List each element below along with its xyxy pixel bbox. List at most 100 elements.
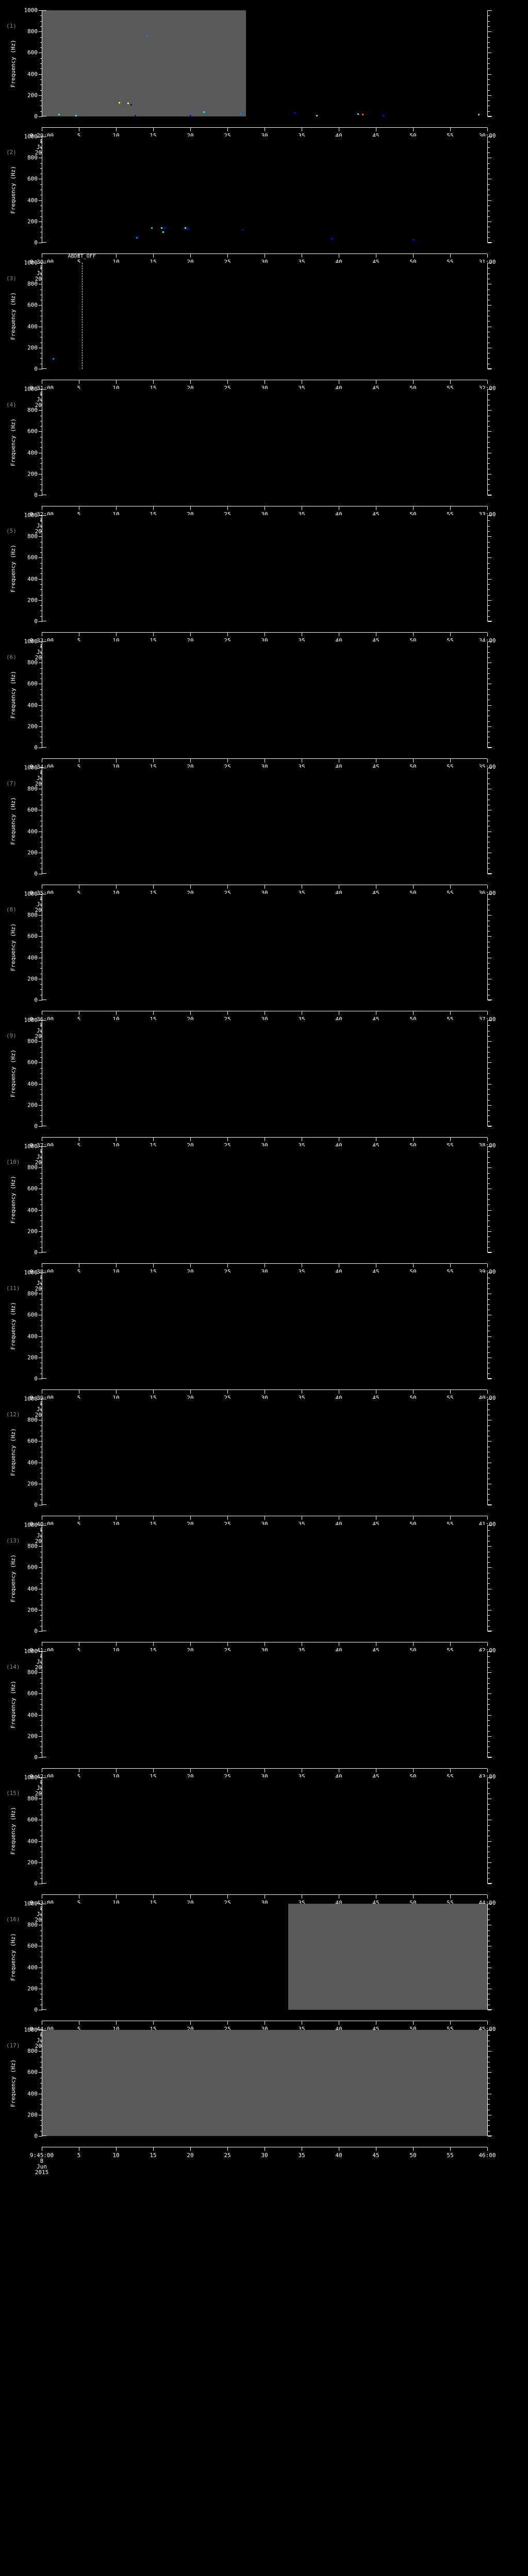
y-tick-right	[488, 1094, 490, 1095]
y-tick-right	[488, 547, 490, 548]
data-point	[316, 114, 318, 116]
y-tick-right	[488, 1073, 490, 1074]
y-tick-right	[488, 1352, 490, 1353]
y-tick-right	[488, 1215, 490, 1216]
y-tick-right	[488, 1057, 490, 1058]
y-axis-right	[487, 768, 492, 874]
y-tick	[40, 63, 42, 64]
y-tick-label: 0	[34, 1754, 38, 1761]
y-axis-right	[487, 1399, 492, 1505]
y-tick	[39, 31, 42, 32]
y-tick	[40, 1578, 42, 1579]
panel-number: (13)	[6, 1537, 20, 1544]
y-tick-label: 0	[34, 1501, 38, 1509]
y-tick-right	[488, 584, 490, 585]
y-tick-right	[488, 1151, 490, 1153]
y-tick-right	[488, 457, 490, 459]
y-tick	[39, 1020, 42, 1021]
y-tick-right	[488, 1683, 490, 1684]
y-tick	[40, 710, 42, 711]
x-tick	[413, 1769, 414, 1772]
y-tick	[39, 1777, 42, 1778]
x-tick	[450, 2021, 451, 2025]
y-tick	[40, 652, 42, 653]
x-tick-label: 5	[77, 132, 81, 139]
x-tick	[190, 1390, 191, 1394]
y-tick-right	[488, 2072, 491, 2073]
y-tick-label: 600	[27, 1816, 38, 1823]
y-tick-right	[488, 116, 491, 117]
y-tick-right	[488, 1247, 490, 1248]
x-tick-label: 5	[77, 1521, 81, 1528]
x-tick	[227, 380, 228, 384]
plot-area	[42, 1651, 487, 1757]
x-tick-label: 5	[77, 1900, 81, 1906]
x-tick-label: 5	[77, 637, 81, 644]
y-tick	[40, 1662, 42, 1663]
x-axis-cap-right	[487, 254, 488, 258]
y-tick-right	[488, 1752, 490, 1753]
shaded-region	[42, 10, 246, 116]
panel-number: (11)	[6, 1285, 20, 1292]
y-tick-right	[488, 168, 490, 169]
y-tick	[40, 1162, 42, 1163]
panel-7: 0 200 400 600 800 1000 Frequency (Hz) (7) 5 10 15 2…	[0, 757, 528, 913]
x-tick	[190, 1516, 191, 1520]
y-tick-right	[488, 1720, 490, 1721]
panel-number: (7)	[6, 780, 16, 787]
x-tick	[413, 1264, 414, 1267]
y-tick	[40, 1788, 42, 1789]
x-tick	[413, 1138, 414, 1141]
plot-area	[42, 389, 487, 495]
data-point	[135, 115, 137, 117]
y-tick-right	[488, 1320, 490, 1321]
y-tick	[40, 1731, 42, 1732]
y-tick-right	[488, 74, 491, 75]
x-tick	[413, 1390, 414, 1394]
data-point	[127, 103, 129, 105]
y-tick-label: 200	[27, 470, 38, 478]
y-tick	[40, 552, 42, 553]
y-axis-right	[487, 515, 492, 622]
y-tick	[40, 447, 42, 448]
y-tick	[40, 1562, 42, 1563]
y-tick-right	[488, 1157, 490, 1158]
y-tick-right	[488, 47, 490, 48]
data-point	[136, 237, 138, 239]
y-tick	[39, 1862, 42, 1863]
x-tick-label: 5	[77, 2026, 81, 2032]
x-tick-label: 5	[77, 1268, 81, 1275]
y-tick	[40, 668, 42, 669]
y-tick	[40, 111, 42, 112]
x-tick	[227, 633, 228, 636]
y-tick-right	[488, 1846, 490, 1847]
x-axis-cap-right	[487, 1390, 488, 1394]
y-tick	[40, 2088, 42, 2089]
y-tick-label: 400	[27, 575, 38, 583]
y-tick-label: 200	[27, 1985, 38, 1992]
y-tick-right	[488, 1594, 490, 1595]
x-tick	[153, 1011, 154, 1015]
x-tick	[116, 2147, 117, 2151]
date-month: Jun	[30, 397, 54, 402]
y-tick	[40, 184, 42, 185]
y-tick-label: 0	[34, 113, 38, 120]
y-tick	[40, 2035, 42, 2036]
date-month: Jun	[30, 649, 54, 655]
y-tick	[40, 1709, 42, 1710]
y-axis-right	[487, 10, 492, 117]
x-tick-label: 5	[77, 2152, 81, 2159]
y-tick-right	[488, 1115, 490, 1116]
y-axis-title-text: Frequency (Hz)	[9, 165, 16, 214]
data-point	[146, 35, 148, 37]
panel-number: (2)	[6, 149, 16, 156]
y-tick-right	[488, 984, 490, 985]
y-tick	[40, 1530, 42, 1531]
start-time: 9:32:00	[29, 511, 54, 518]
date-day: 8	[30, 1275, 54, 1280]
x-tick	[116, 1138, 117, 1141]
y-tick-right	[488, 1041, 491, 1042]
x-tick	[450, 1642, 451, 1646]
y-tick	[40, 1620, 42, 1621]
y-tick-right	[488, 1173, 490, 1174]
